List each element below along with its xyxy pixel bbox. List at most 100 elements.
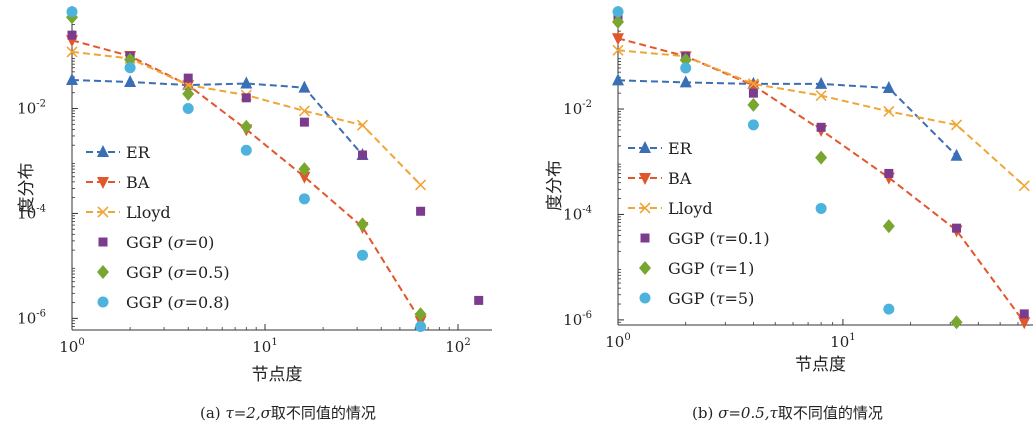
legend-label-suffix: =5): [725, 289, 755, 308]
x-tick-label-exp: 0: [624, 332, 630, 343]
x-tick-label-base: 10: [605, 333, 624, 351]
data-point: [1018, 317, 1031, 330]
data-point: [612, 33, 624, 46]
legend-item: GGP (τ=5): [639, 289, 754, 308]
legend-label-text: Lloyd: [126, 203, 171, 222]
y-tick-label-exp: -4: [582, 204, 592, 215]
data-point: [124, 75, 137, 88]
data-point: [356, 217, 369, 232]
legend-marker: [98, 237, 108, 247]
y-tick-label-base: 10: [17, 100, 36, 118]
data-point: [298, 162, 311, 177]
caption-b-tau: τ: [769, 404, 778, 422]
legend-label-prefix: GGP (: [126, 263, 174, 282]
data-point-stroke-2: [612, 44, 624, 56]
caption-a-label: (a): [200, 404, 221, 422]
legend-marker: [639, 141, 651, 153]
series-0: [66, 72, 369, 161]
legend-marker: [97, 177, 109, 189]
legend-label: BA: [668, 169, 692, 188]
data-point: [357, 249, 369, 261]
data-point: [1019, 309, 1029, 319]
legend-label: Lloyd: [668, 199, 713, 218]
data-point: [298, 193, 310, 205]
legend-label-text: ER: [668, 139, 693, 158]
legend-label: GGP (τ=1): [668, 259, 754, 278]
legend-label: GGP (σ=0.5): [126, 263, 230, 282]
caption-a: (a) τ=2,σ取不同值的情况: [200, 402, 376, 423]
data-point: [952, 223, 962, 233]
x-tick-label: 100: [605, 332, 630, 351]
legend-label-text: BA: [126, 173, 150, 192]
legend-item: ER: [86, 143, 151, 162]
legend-item: ER: [628, 139, 693, 158]
series-2: [66, 46, 427, 191]
data-point: [679, 53, 692, 68]
legend-label-prefix: GGP (: [668, 259, 716, 278]
data-point: [883, 105, 895, 118]
x-tick-label-exp: 1: [271, 337, 277, 348]
legend-label: BA: [126, 173, 150, 192]
data-point: [66, 72, 78, 85]
legend-label: ER: [668, 139, 693, 158]
legend-item: GGP (τ=1): [639, 259, 754, 278]
data-point: [299, 117, 309, 127]
data-point: [680, 62, 692, 74]
data-point: [815, 76, 828, 89]
data-point: [67, 30, 77, 40]
data-point: [298, 80, 311, 93]
caption-a-sigma: σ: [260, 404, 271, 422]
data-point: [748, 88, 758, 98]
data-point: [183, 73, 193, 83]
y-tick-label-exp: -2: [582, 99, 592, 110]
x-tick-label: 101: [252, 337, 277, 356]
legend-label-var: σ: [174, 233, 186, 252]
data-point: [182, 86, 195, 101]
data-point: [298, 171, 311, 184]
legend-label-suffix: =0.5): [185, 263, 230, 282]
x-axis-label: 节点度: [795, 355, 846, 375]
data-point: [356, 119, 369, 131]
legend-marker: [97, 206, 109, 218]
legend-label-suffix: =0.1): [725, 229, 770, 248]
legend-marker-stroke-2: [97, 206, 109, 218]
data-point: [415, 179, 427, 191]
legend-item: GGP (σ=0.8): [97, 293, 230, 312]
data-point: [679, 75, 692, 88]
y-tick-label-exp: -2: [36, 99, 46, 110]
legend-label: GGP (τ=5): [668, 289, 754, 308]
legend-item: GGP (τ=0.1): [640, 229, 770, 248]
legend-label: GGP (σ=0.8): [126, 293, 230, 312]
x-tick-label-base: 10: [59, 338, 78, 356]
legend-label: Lloyd: [126, 203, 171, 222]
x-tick-label: 100: [59, 337, 84, 356]
data-point: [815, 202, 827, 214]
data-point-stroke-2: [950, 119, 963, 131]
data-point: [816, 122, 826, 132]
data-point: [415, 320, 427, 332]
series-line: [617, 49, 1025, 187]
legend-label-prefix: GGP (: [668, 289, 716, 308]
data-point: [815, 89, 827, 102]
y-tick-label-exp: -4: [36, 203, 46, 214]
data-point: [612, 6, 624, 18]
data-point: [182, 103, 194, 115]
caption-b: (b) σ=0.5,τ取不同值的情况: [692, 402, 883, 423]
x-tick-label-exp: 1: [849, 332, 855, 343]
data-point: [950, 119, 963, 131]
y-tick-label: 10-6: [563, 310, 592, 329]
data-point: [124, 62, 136, 74]
legend-label-var: σ: [174, 293, 186, 312]
series-5: [66, 6, 427, 332]
legend-marker: [639, 173, 651, 185]
legend-label: GGP (τ=0.1): [668, 229, 770, 248]
series-line: [71, 79, 364, 156]
caption-a-text: 取不同值的情况: [270, 404, 376, 422]
legend-marker: [97, 296, 109, 308]
y-tick-label: 10-2: [563, 99, 592, 118]
series-0: [612, 73, 963, 161]
y-tick-label: 10-2: [17, 99, 46, 118]
y-tick-label-exp: -6: [36, 308, 46, 319]
